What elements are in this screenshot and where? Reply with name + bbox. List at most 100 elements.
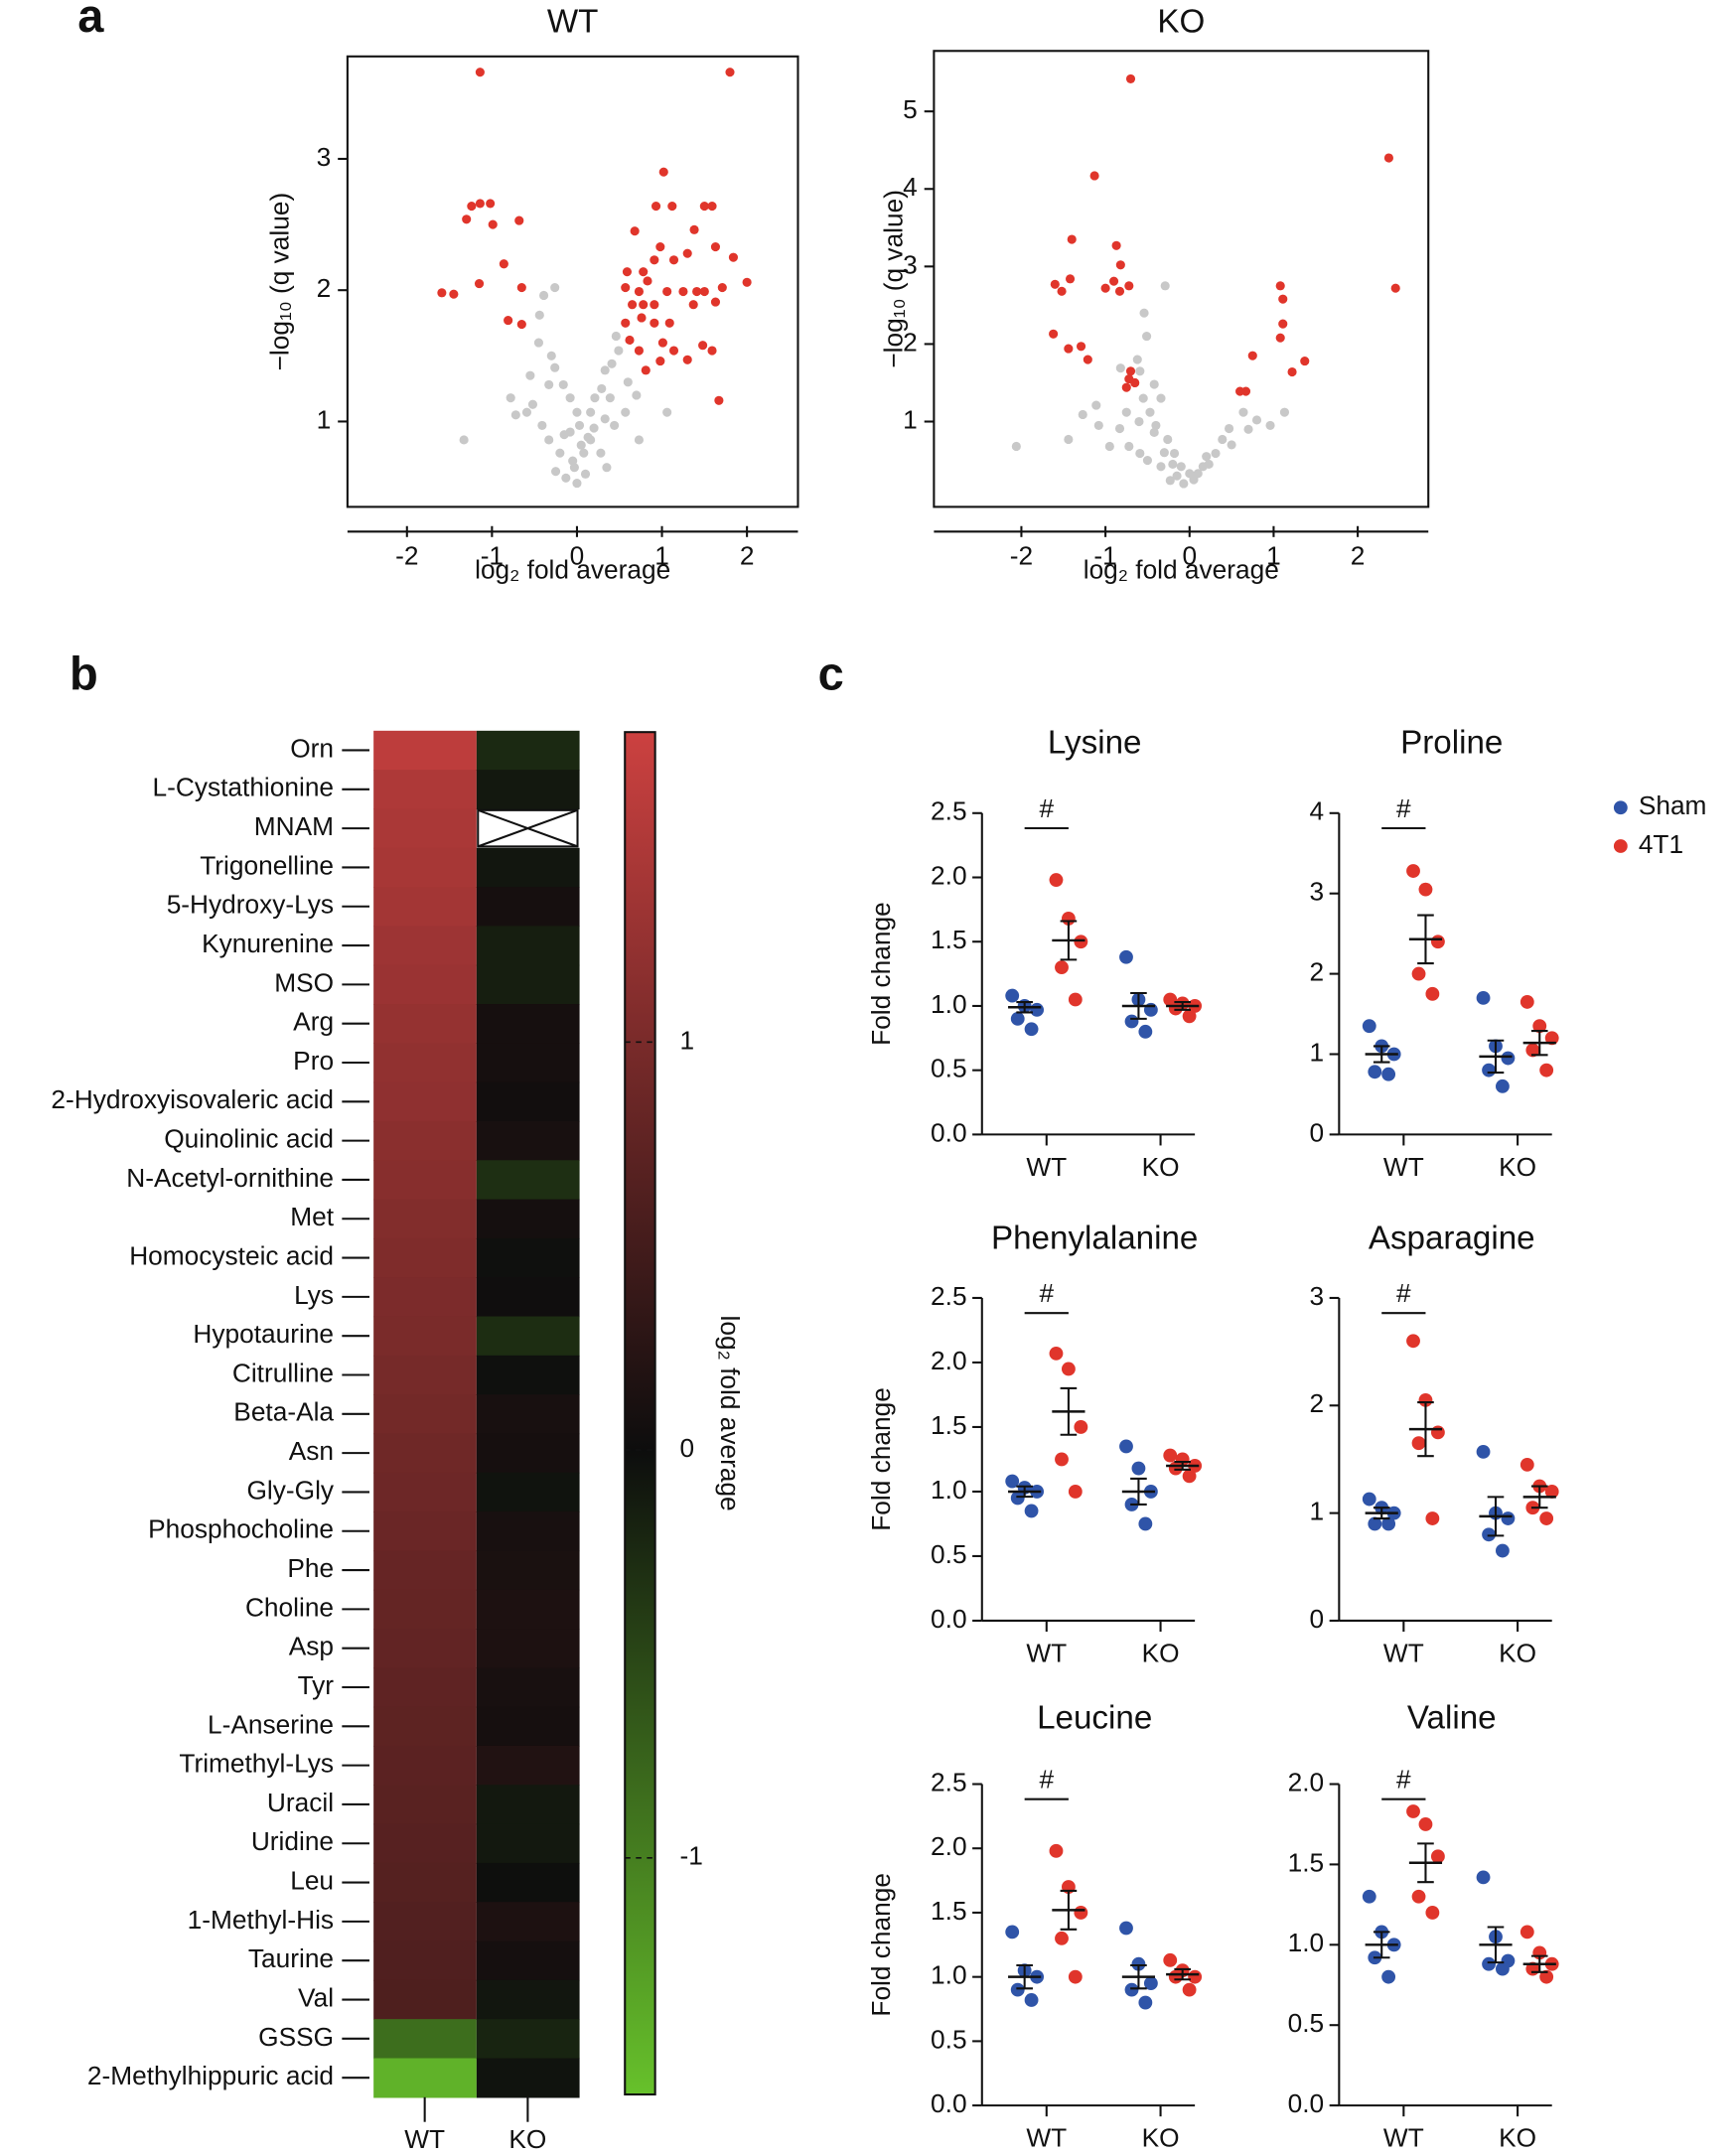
heat-cell <box>476 1902 580 1942</box>
heat-cell <box>373 1823 477 1864</box>
point <box>611 331 621 342</box>
heat-cell <box>373 1979 477 2020</box>
point <box>678 286 688 297</box>
point <box>1124 281 1134 291</box>
point <box>1005 1925 1020 1940</box>
heat-cell <box>476 1940 580 1981</box>
point <box>1142 332 1152 342</box>
row-label: Uracil <box>267 1788 334 1817</box>
point <box>1057 286 1067 296</box>
legend-marker <box>1613 839 1628 853</box>
point <box>1049 1346 1064 1361</box>
point <box>1011 441 1021 452</box>
point <box>561 473 571 483</box>
heat-cell <box>373 1589 477 1630</box>
heat-cell <box>373 1667 477 1708</box>
y-tick-label: 2.0 <box>931 1831 967 1861</box>
point <box>1125 73 1136 83</box>
heat-cell <box>476 1862 580 1903</box>
heat-cell <box>476 926 580 966</box>
point <box>1068 1485 1083 1499</box>
heat-cell <box>373 1550 477 1591</box>
point <box>637 313 647 323</box>
point <box>714 395 724 405</box>
point <box>544 435 554 445</box>
x-tick-label: WT <box>1026 1638 1067 1667</box>
point <box>1482 1527 1496 1542</box>
point <box>1142 455 1153 466</box>
chart-title: Lysine <box>1048 724 1142 761</box>
point <box>1495 1078 1510 1093</box>
point <box>597 383 607 393</box>
x-tick-label: WT <box>1383 1152 1424 1182</box>
heat-cell <box>476 1550 580 1591</box>
point <box>1243 424 1253 434</box>
point <box>1202 452 1212 462</box>
colorbar-tick-label: 0 <box>680 1433 695 1463</box>
y-tick-label: 1 <box>317 404 332 434</box>
row-label: MSO <box>274 967 334 997</box>
y-axis-label: Fold change <box>866 902 896 1046</box>
y-tick-label: 1 <box>1310 1037 1325 1067</box>
point <box>634 286 644 297</box>
point <box>634 346 644 356</box>
point <box>699 201 709 212</box>
point <box>1182 1982 1197 1997</box>
y-axis-label: Fold change <box>866 1387 896 1531</box>
column-label: WT <box>404 2124 445 2154</box>
x-tick-label: KO <box>1142 2123 1180 2153</box>
point <box>1482 1063 1496 1078</box>
y-tick-label: 3 <box>317 142 332 172</box>
point <box>1368 1516 1382 1531</box>
point <box>1159 448 1169 458</box>
point <box>655 357 665 366</box>
point <box>1134 416 1144 427</box>
heat-cell <box>373 730 477 771</box>
row-label: Asp <box>289 1632 334 1661</box>
point <box>1425 1511 1440 1525</box>
point <box>1539 1969 1554 1984</box>
y-tick-label: 0 <box>1310 1604 1325 1634</box>
point <box>475 68 485 77</box>
point <box>1179 479 1189 489</box>
point <box>589 423 599 433</box>
point <box>650 300 659 310</box>
point <box>728 252 738 262</box>
x-tick-label: KO <box>1499 1152 1536 1182</box>
point <box>1132 355 1142 364</box>
y-tick-label: 0.0 <box>931 1117 967 1147</box>
point <box>607 359 617 368</box>
point <box>717 282 727 293</box>
point <box>623 377 633 387</box>
row-label: Kynurenine <box>202 929 334 958</box>
row-label: Pro <box>293 1046 334 1076</box>
row-label: GSSG <box>258 2022 334 2052</box>
heat-cell <box>476 964 580 1005</box>
point <box>641 365 651 375</box>
panel-label: b <box>70 646 98 699</box>
point <box>742 277 752 287</box>
y-tick-label: 2 <box>903 327 918 357</box>
point <box>707 201 717 212</box>
point <box>1168 1001 1183 1016</box>
point <box>1138 1516 1153 1531</box>
heat-cell <box>476 1355 580 1395</box>
point <box>1495 1543 1510 1558</box>
point <box>1064 434 1074 445</box>
point <box>1362 1492 1376 1507</box>
point <box>639 267 649 277</box>
heat-cell <box>373 926 477 966</box>
y-tick-label: 1.0 <box>931 989 967 1019</box>
point <box>1476 1870 1491 1885</box>
point <box>1151 420 1161 430</box>
point <box>546 351 556 360</box>
point <box>1093 420 1103 430</box>
point <box>1176 462 1186 472</box>
point <box>1165 476 1175 486</box>
point <box>474 279 485 289</box>
point <box>1143 1976 1158 1991</box>
y-tick-label: 1.0 <box>931 1475 967 1505</box>
point <box>632 390 642 400</box>
point <box>521 407 532 417</box>
